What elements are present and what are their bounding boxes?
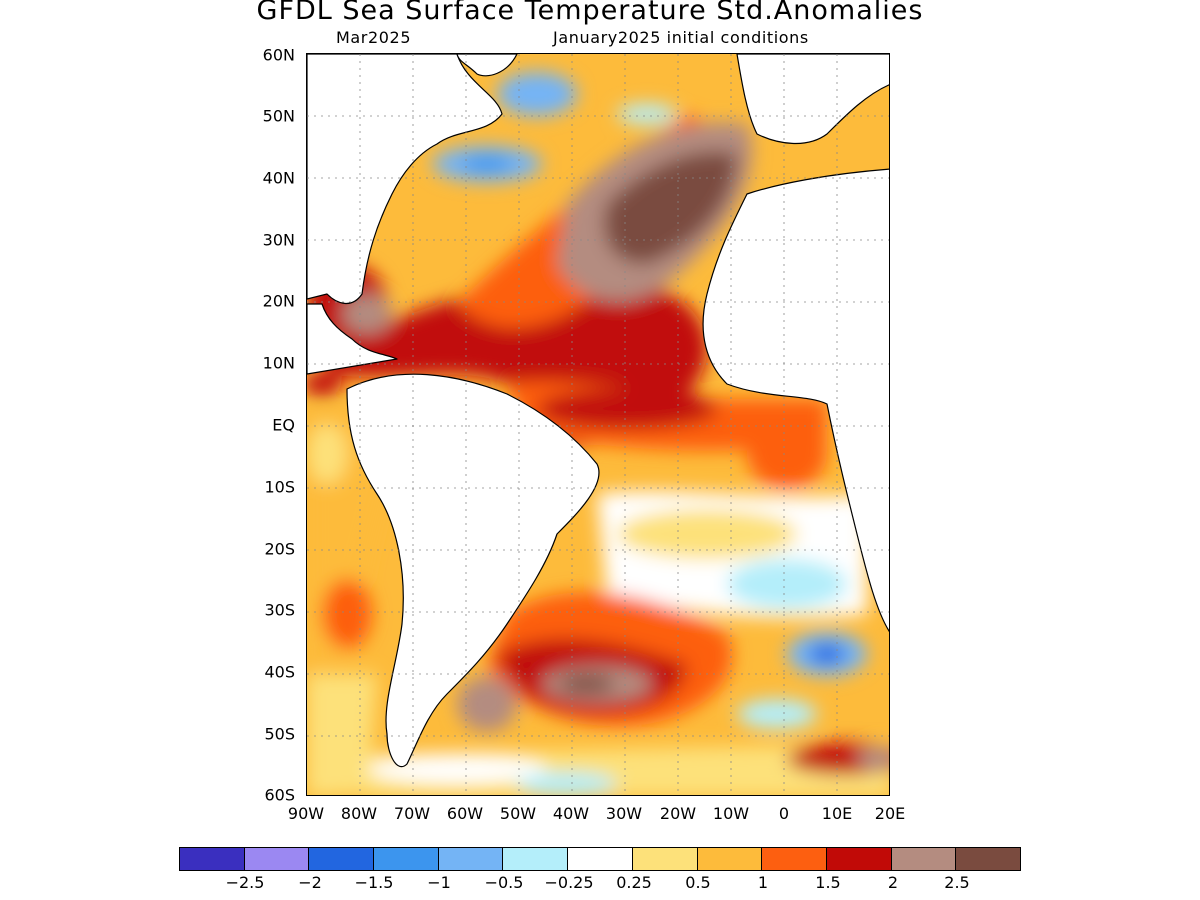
lat-label-30n: 30N [262, 230, 295, 250]
central-america [307, 303, 398, 375]
lat-label-40s: 40S [264, 662, 295, 682]
lon-label-50w: 50W [499, 804, 537, 823]
colorbar-swatch-5 [438, 848, 504, 870]
lon-label-90w: 90W [287, 804, 325, 823]
initial-conditions-label: January2025 initial conditions [553, 28, 809, 47]
lat-label-20s: 20S [264, 539, 295, 559]
lat-label-50n: 50N [262, 106, 295, 126]
colorbar-label-12: 2.5 [944, 873, 970, 892]
sst-anomaly-map [306, 53, 890, 796]
lon-label-20w: 20W [659, 804, 697, 823]
forecast-month: Mar2025 [336, 28, 412, 47]
lat-label-40n: 40N [262, 168, 295, 188]
colorbar-label-5: −0.5 [484, 873, 524, 892]
lat-label-20n: 20N [262, 291, 295, 311]
colorbar-swatch-8 [632, 848, 698, 870]
colorbar-swatch-10 [762, 848, 827, 870]
lat-label-60s: 60S [264, 785, 295, 805]
colorbar-swatch-6 [503, 848, 569, 870]
africa [702, 168, 889, 632]
lat-label-10s: 10S [264, 477, 295, 497]
lon-label-0: 0 [778, 804, 790, 823]
labrador [456, 54, 518, 77]
colorbar-label-4: −1 [427, 873, 451, 892]
colorbar-swatch-13 [956, 848, 1020, 870]
colorbar-swatch-12 [891, 848, 957, 870]
lat-label-30s: 30S [264, 600, 295, 620]
lon-label-20e: 20E [874, 804, 906, 823]
lon-label-10e: 10E [821, 804, 853, 823]
colorbar-swatch-4 [374, 848, 439, 870]
colorbar-swatch-3 [309, 848, 375, 870]
colorbar-label-9: 1 [757, 873, 769, 892]
colorbar-swatch-2 [244, 848, 310, 870]
colorbar-swatch-11 [826, 848, 892, 870]
lon-label-10w: 10W [712, 804, 750, 823]
colorbar-label-1: −2.5 [225, 873, 265, 892]
lon-label-60w: 60W [446, 804, 484, 823]
colorbar-label-6: −0.25 [544, 873, 594, 892]
lat-label-eq: EQ [272, 415, 295, 435]
colorbar-label-8: 0.5 [685, 873, 711, 892]
lat-label-10n: 10N [262, 353, 295, 373]
colorbar-label-3: −1.5 [354, 873, 394, 892]
europe [736, 54, 889, 145]
colorbar-swatch-1 [180, 848, 245, 870]
south-america [346, 373, 600, 768]
lat-label-50s: 50S [264, 724, 295, 744]
lon-label-80w: 80W [340, 804, 378, 823]
map-title: GFDL Sea Surface Temperature Std.Anomali… [256, 0, 924, 26]
north-america [307, 54, 503, 304]
lon-label-30w: 30W [605, 804, 643, 823]
colorbar-label-7: 0.25 [616, 873, 652, 892]
colorbar-swatch-9 [697, 848, 763, 870]
colorbar [179, 847, 1021, 871]
colorbar-label-10: 1.5 [815, 873, 841, 892]
graticule [307, 54, 889, 795]
land-masses [307, 54, 889, 768]
map-canvas [307, 54, 889, 795]
lon-label-70w: 70W [393, 804, 431, 823]
anomaly-field [307, 54, 889, 795]
lon-label-40w: 40W [552, 804, 590, 823]
colorbar-swatch-7 [568, 848, 633, 870]
lat-label-60n: 60N [262, 45, 295, 65]
colorbar-label-11: 2 [887, 873, 899, 892]
colorbar-label-2: −2 [298, 873, 322, 892]
